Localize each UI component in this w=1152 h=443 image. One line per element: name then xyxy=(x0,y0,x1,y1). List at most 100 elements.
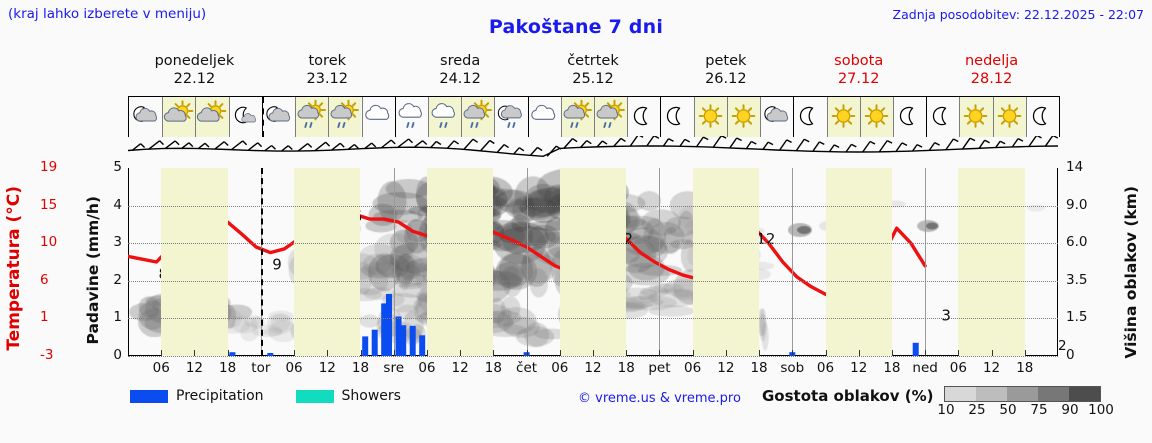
weather-icon-moon xyxy=(1026,97,1059,137)
precipitation-tick-3: 3 xyxy=(113,234,122,251)
temperature-label: 9 xyxy=(272,256,282,274)
precipitation-bar xyxy=(381,303,388,356)
precipitation-tick-5: 5 xyxy=(113,159,122,175)
x-tick-label-12-1: 12 xyxy=(185,360,204,376)
precipitation-bars xyxy=(163,294,919,356)
x-tick-mark xyxy=(227,350,229,356)
copyright-text[interactable]: © vreme.us & vreme.pro xyxy=(578,391,741,406)
weather-icon-sun-cloud-rain xyxy=(295,97,328,137)
day-date: 26.12 xyxy=(705,71,747,87)
temperature-end-label: 2 xyxy=(1058,338,1067,354)
day-header-sreda: sreda 24.12 xyxy=(394,53,527,87)
daylight-band xyxy=(825,168,892,356)
day-name: četrtek xyxy=(567,53,619,69)
current-time-marker xyxy=(260,168,263,356)
cloud-density-tick-50: 50 xyxy=(999,402,1017,418)
weather-icon-sun xyxy=(993,97,1026,137)
x-tick-mark xyxy=(559,350,561,356)
x-tick-label-18-22: 18 xyxy=(883,360,901,376)
x-tick-mark xyxy=(925,350,927,356)
day-date: 24.12 xyxy=(439,71,481,87)
day-gridline xyxy=(393,168,395,356)
day-gridline xyxy=(526,168,528,356)
precipitation-tick-0: 0 xyxy=(113,347,122,363)
x-tick-label-06-24: 06 xyxy=(949,360,967,376)
precipitation-bar xyxy=(229,352,236,356)
weather-icon-moon xyxy=(793,97,826,137)
weather-icon-sun-cloud xyxy=(162,97,195,137)
precipitation-tick-4: 4 xyxy=(113,196,122,213)
cloud-tick-1.5: 1.5 xyxy=(1066,309,1088,326)
day-date: 23.12 xyxy=(306,71,349,87)
day-name: sobota xyxy=(834,53,884,69)
x-tick-label-pet-15: pet xyxy=(648,360,671,376)
weather-icon-cloud-rain xyxy=(395,97,428,137)
icon-separator xyxy=(494,97,496,137)
day-header-row: ponedeljek 22.12 torek 23.12 sreda 24.12 četrt… xyxy=(128,53,1058,95)
x-tick-label-12-5: 12 xyxy=(318,360,336,376)
precipitation-bar xyxy=(267,353,274,356)
weather-icon-moon-cloud-rain xyxy=(494,97,527,137)
temperature-tick--3: -3 xyxy=(40,347,54,363)
x-tick-label-06-16: 06 xyxy=(684,360,702,376)
day-date: 27.12 xyxy=(837,71,880,87)
day-name: ponedeljek xyxy=(154,53,235,69)
icon-separator xyxy=(726,97,728,137)
icon-separator xyxy=(195,97,197,137)
temperature-tick-15: 15 xyxy=(40,196,58,213)
x-tick-mark xyxy=(792,350,794,356)
x-tick-label-06-8: 06 xyxy=(418,360,436,376)
cloud-density-step xyxy=(1007,387,1038,401)
weather-chart-plot: 81491511147126123123102 xyxy=(128,168,1058,357)
cloud-density-tick-25: 25 xyxy=(968,402,986,418)
x-tick-mark xyxy=(659,350,661,356)
cloud-tick-14: 14 xyxy=(1066,159,1084,175)
x-tick-label-06-4: 06 xyxy=(285,360,303,376)
cloud-tick-3.5: 3.5 xyxy=(1066,271,1088,288)
x-tick-label-ned-23: ned xyxy=(912,360,938,376)
daylight-band xyxy=(161,168,228,356)
weather-icon-moon xyxy=(660,97,693,137)
x-tick-mark xyxy=(426,350,428,356)
x-tick-mark xyxy=(593,350,594,356)
day-date: 28.12 xyxy=(970,71,1013,87)
x-tick-label-18-6: 18 xyxy=(351,360,370,376)
daylight-band xyxy=(426,168,494,356)
icon-separator xyxy=(228,97,230,137)
precipitation-bar xyxy=(386,294,392,356)
day-header-torek: torek 23.12 xyxy=(261,53,394,87)
precipitation-bar xyxy=(419,335,426,356)
daylight-band xyxy=(692,168,760,356)
day-gridline xyxy=(792,168,794,356)
weather-icon-sun xyxy=(827,97,860,137)
weather-icon-sun xyxy=(860,97,893,137)
day-name: nedelja xyxy=(964,53,1019,69)
x-tick-mark xyxy=(825,350,827,356)
cloud-height-axis-title: Višina oblakov (km) xyxy=(1122,186,1140,359)
x-tick-label-sob-19: sob xyxy=(780,360,805,376)
cloud-tick-9.0: 9.0 xyxy=(1066,196,1088,213)
x-tick-mark xyxy=(858,350,860,356)
weather-icon-band xyxy=(128,96,1060,137)
temperature-axis-title: Temperatura (°C) xyxy=(4,186,24,351)
x-tick-label-06-20: 06 xyxy=(816,360,835,376)
precipitation-bar xyxy=(362,336,369,356)
x-tick-label-18-26: 18 xyxy=(1016,360,1034,376)
weather-icon-moon-cloud xyxy=(262,97,295,137)
x-tick-label-12-9: 12 xyxy=(451,360,469,376)
precipitation-tick-1: 1 xyxy=(113,309,122,326)
x-tick-label-06-12: 06 xyxy=(551,360,569,376)
x-tick-label-12-13: 12 xyxy=(584,360,602,376)
day-header-četrtek: četrtek 25.12 xyxy=(527,53,660,87)
x-tick-mark xyxy=(360,350,362,356)
temperature-tick-6: 6 xyxy=(40,271,49,288)
temperature-label: 12 xyxy=(756,230,775,248)
x-tick-mark xyxy=(958,350,960,356)
wind-barbs-svg xyxy=(127,134,1059,158)
x-tick-label-čet-11: čet xyxy=(516,360,538,376)
wind-barb-band xyxy=(127,134,1059,168)
icon-separator xyxy=(959,97,961,137)
icon-separator xyxy=(295,97,297,137)
x-tick-mark xyxy=(692,350,694,356)
weather-icon-cloud xyxy=(362,97,395,137)
